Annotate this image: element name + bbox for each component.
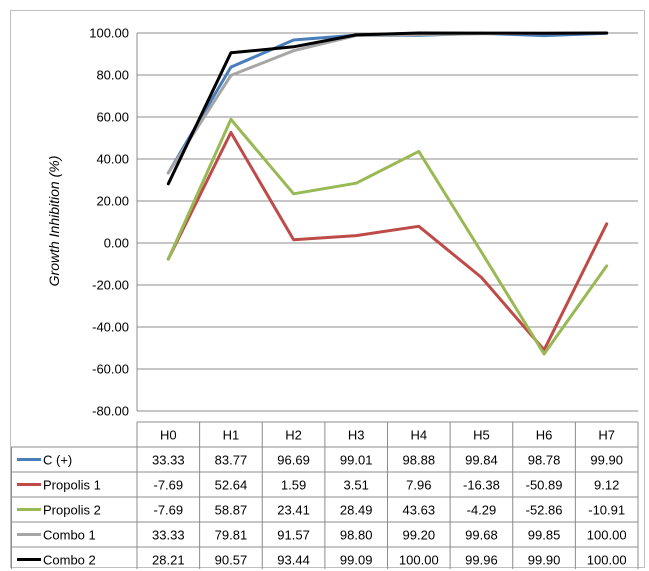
y-tick-label: -40.00: [92, 320, 129, 335]
data-label: 43.63: [403, 503, 436, 518]
data-label: 28.21: [152, 553, 185, 568]
data-label: -52.86: [526, 503, 563, 518]
data-label: 98.88: [403, 453, 436, 468]
data-label: 100.00: [399, 553, 439, 568]
series-line: [166, 31, 609, 175]
data-label: 9.12: [594, 478, 619, 493]
data-label: 98.78: [528, 453, 561, 468]
y-tick-label: 0.00: [104, 236, 129, 251]
data-label: 96.69: [277, 453, 310, 468]
y-tick-label: 40.00: [96, 152, 129, 167]
data-label: 93.44: [277, 553, 310, 568]
y-tick-label: -60.00: [92, 362, 129, 377]
legend-entry: Combo 2: [43, 553, 96, 568]
y-axis-label: Growth Inhibition (%): [46, 156, 62, 287]
data-label: -7.69: [153, 503, 183, 518]
y-tick-label: 60.00: [96, 110, 129, 125]
y-tick-label: -20.00: [92, 278, 129, 293]
data-label: 52.64: [215, 478, 248, 493]
data-label: 58.87: [215, 503, 248, 518]
data-label: 99.20: [403, 528, 436, 543]
data-label: 98.80: [340, 528, 373, 543]
y-tick-label: 20.00: [96, 194, 129, 209]
data-label: 100.00: [587, 553, 627, 568]
series-line: [166, 117, 609, 356]
x-tick-label: H3: [348, 428, 365, 443]
data-label: 99.01: [340, 453, 373, 468]
series-line: [166, 131, 609, 352]
data-label: -10.91: [588, 503, 625, 518]
data-label: -50.89: [526, 478, 563, 493]
data-label: 99.85: [528, 528, 561, 543]
x-tick-label: H1: [223, 428, 240, 443]
data-label: 83.77: [215, 453, 248, 468]
data-label: -4.29: [467, 503, 497, 518]
legend-entry: C (+): [43, 453, 72, 468]
chart-frame: Growth Inhibition (%) 100.00 80.00 60.00 40…: [10, 10, 645, 569]
x-tick-label: H2: [285, 428, 302, 443]
line-chart: Growth Inhibition (%) 100.00 80.00 60.00 40…: [11, 26, 639, 569]
y-tick-label: -80.00: [92, 404, 129, 419]
data-label: 90.57: [215, 553, 248, 568]
data-label: 3.51: [344, 478, 369, 493]
series-line: [166, 31, 609, 186]
data-label: 91.57: [277, 528, 310, 543]
x-tick-label: H6: [536, 428, 553, 443]
legend-entry: Combo 1: [43, 528, 96, 543]
x-tick-label: H5: [473, 428, 490, 443]
data-label: 99.09: [340, 553, 373, 568]
x-tick-label: H0: [160, 428, 177, 443]
data-label: 99.68: [465, 528, 498, 543]
data-label: 99.84: [465, 453, 498, 468]
data-label: 7.96: [406, 478, 431, 493]
data-label: 33.33: [152, 453, 185, 468]
data-label: 100.00: [587, 528, 627, 543]
data-label: 79.81: [215, 528, 248, 543]
x-tick-label: H7: [598, 428, 615, 443]
data-label: 28.49: [340, 503, 373, 518]
legend-entry: Propolis 2: [43, 503, 101, 518]
data-label: 99.90: [528, 553, 561, 568]
data-label: 33.33: [152, 528, 185, 543]
y-tick-label: 100.00: [89, 26, 129, 41]
data-label: -7.69: [153, 478, 183, 493]
data-label: 99.90: [590, 453, 623, 468]
data-label: -16.38: [463, 478, 500, 493]
legend-entry: Propolis 1: [43, 478, 101, 493]
data-label: 1.59: [281, 478, 306, 493]
data-label: 23.41: [277, 503, 310, 518]
x-tick-label: H4: [411, 428, 428, 443]
data-label: 99.96: [465, 553, 498, 568]
y-tick-label: 80.00: [96, 68, 129, 83]
